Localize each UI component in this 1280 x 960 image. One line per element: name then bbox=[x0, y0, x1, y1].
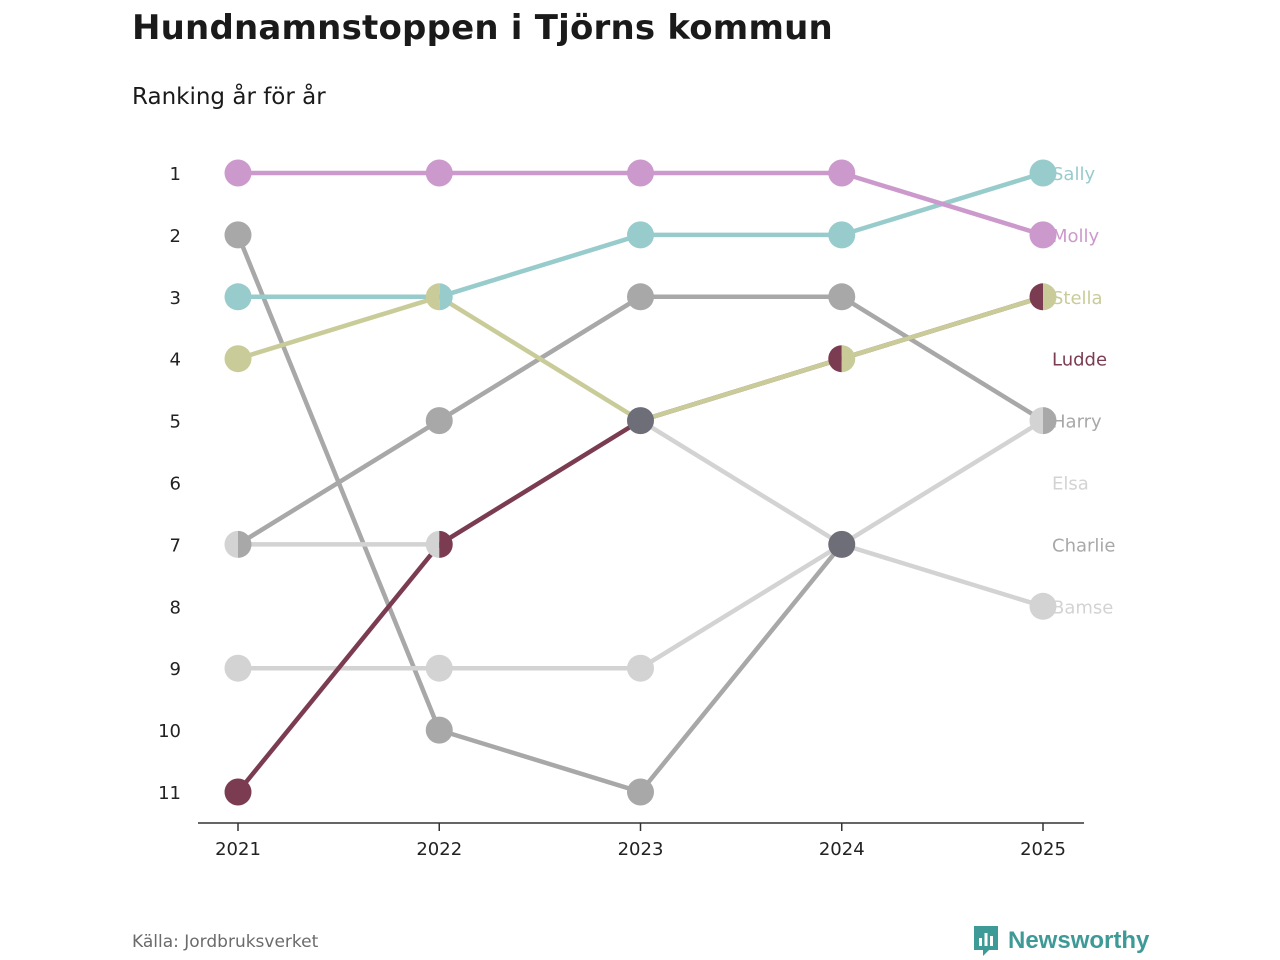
point-harry-2023 bbox=[627, 283, 654, 311]
end-label-bamse: Bamse bbox=[1052, 597, 1113, 618]
y-tick-label-7: 7 bbox=[170, 535, 181, 556]
point-elsa-2022 bbox=[425, 654, 453, 682]
y-tick-label-9: 9 bbox=[170, 659, 181, 680]
point-elsa-2025 bbox=[1029, 407, 1043, 435]
y-tick-label-4: 4 bbox=[170, 350, 181, 371]
end-label-elsa: Elsa bbox=[1052, 474, 1089, 495]
brand-name: Newsworthy bbox=[1008, 927, 1150, 954]
point-sally-2021 bbox=[224, 283, 252, 311]
point-ludde-2025 bbox=[1029, 283, 1043, 311]
point-tie-charlie-elsa-bamse-2024 bbox=[828, 530, 856, 558]
y-tick-label-2: 2 bbox=[170, 226, 181, 247]
point-ludde-2021 bbox=[224, 778, 252, 806]
x-tick-label-2023: 2023 bbox=[618, 839, 664, 860]
point-charlie-2021 bbox=[224, 221, 252, 249]
point-elsa-2021 bbox=[224, 654, 252, 682]
series-line-stella bbox=[235, 294, 1046, 423]
end-label-harry: Harry bbox=[1052, 412, 1102, 433]
y-tick-label-10: 10 bbox=[158, 721, 181, 742]
point-molly-2023 bbox=[627, 159, 654, 187]
point-stella-2025 bbox=[1043, 283, 1057, 311]
point-sally-2025 bbox=[1029, 159, 1057, 187]
x-tick-label-2021: 2021 bbox=[215, 839, 261, 860]
point-sally-2023 bbox=[627, 221, 654, 249]
point-molly-2022 bbox=[425, 159, 453, 187]
y-tick-label-5: 5 bbox=[170, 412, 181, 433]
point-molly-2025 bbox=[1029, 221, 1057, 249]
point-harry-2021 bbox=[238, 530, 252, 558]
end-label-charlie: Charlie bbox=[1052, 535, 1115, 556]
y-tick-label-6: 6 bbox=[170, 474, 181, 495]
point-stella-2024 bbox=[841, 345, 856, 373]
x-tick-label-2024: 2024 bbox=[819, 839, 865, 860]
point-harry-2022 bbox=[425, 407, 453, 435]
chart-title: Hundnamnstoppen i Tjörns kommun bbox=[132, 8, 833, 48]
point-tie-bamse-ludde-stella-2023 bbox=[627, 407, 654, 435]
y-tick-label-8: 8 bbox=[170, 597, 181, 618]
point-bamse-2025 bbox=[1029, 592, 1057, 620]
point-ludde-2022 bbox=[439, 530, 453, 558]
series-line-bamse bbox=[235, 418, 1046, 609]
point-harry-2024 bbox=[828, 283, 856, 311]
point-stella-2022 bbox=[425, 283, 440, 311]
point-sally-2022 bbox=[439, 283, 453, 311]
point-charlie-2022 bbox=[425, 716, 453, 744]
point-bamse-2021 bbox=[224, 530, 238, 558]
end-label-ludde: Ludde bbox=[1052, 350, 1107, 371]
brand-logo: Newsworthy bbox=[972, 924, 1149, 958]
point-ludde-2024 bbox=[828, 345, 842, 373]
point-charlie-2023 bbox=[627, 778, 654, 806]
end-label-sally: Sally bbox=[1052, 164, 1095, 185]
x-tick-label-2022: 2022 bbox=[416, 839, 462, 860]
end-label-molly: Molly bbox=[1052, 226, 1100, 247]
source-note: Källa: Jordbruksverket bbox=[132, 932, 319, 952]
y-tick-label-11: 11 bbox=[158, 783, 181, 804]
point-harry-2025 bbox=[1043, 407, 1057, 435]
point-stella-2021 bbox=[224, 345, 252, 373]
end-label-stella: Stella bbox=[1052, 288, 1103, 309]
point-elsa-2023 bbox=[627, 654, 654, 682]
chart-subtitle: Ranking år för år bbox=[132, 84, 326, 110]
point-molly-2024 bbox=[828, 159, 856, 187]
point-molly-2021 bbox=[224, 159, 252, 187]
y-tick-label-1: 1 bbox=[170, 164, 181, 185]
series-line-charlie bbox=[235, 232, 844, 795]
point-bamse-2022 bbox=[425, 530, 440, 558]
newsworthy-logo-icon bbox=[974, 926, 998, 956]
bump-chart: 2021 2022 2023 2024 2025 1 2 3 4 5 6 7 8 9 10 11 Sally Mo… bbox=[158, 159, 1115, 860]
y-tick-label-3: 3 bbox=[170, 288, 181, 309]
x-tick-label-2025: 2025 bbox=[1020, 839, 1066, 860]
point-sally-2024 bbox=[828, 221, 856, 249]
